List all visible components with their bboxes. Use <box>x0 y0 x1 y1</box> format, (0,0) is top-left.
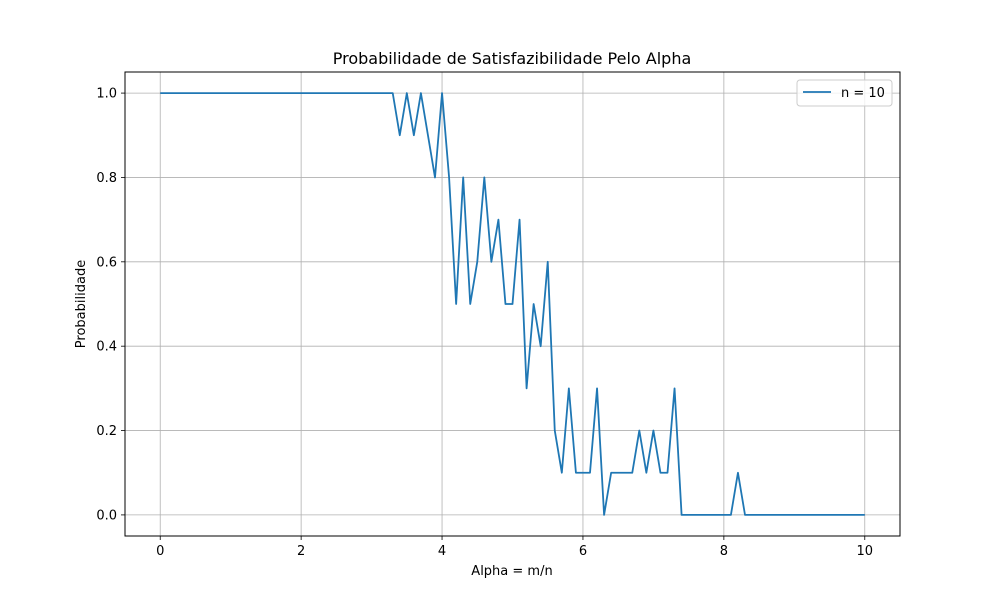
x-tick-label: 0 <box>156 544 164 559</box>
y-axis-label: Probabilidade <box>74 260 89 348</box>
y-tick-label: 0.0 <box>96 508 117 523</box>
y-tick-label: 1.0 <box>96 87 117 102</box>
series-line-n10 <box>160 92 865 516</box>
series-layer <box>160 92 865 516</box>
y-tick-label: 0.8 <box>96 171 117 186</box>
legend-box <box>796 79 893 107</box>
x-tick-label: 2 <box>297 544 305 559</box>
x-tick-label: 6 <box>579 544 587 559</box>
plot-frame <box>124 71 901 537</box>
legend-label-n10: n = 10 <box>841 86 885 101</box>
chart-title: Probabilidade de Satisfazibilidade Pelo … <box>333 49 692 68</box>
x-tick-label: 8 <box>720 544 728 559</box>
x-tick-label: 10 <box>856 544 873 559</box>
legend: n = 10 <box>796 79 893 107</box>
x-axis-label: Alpha = m/n <box>471 564 552 579</box>
y-tick-label: 0.4 <box>96 340 117 355</box>
axis-ticks: 0 2 4 6 8 10 0.0 0.2 0.4 0.6 0.8 1.0 <box>96 87 873 559</box>
x-tick-label: 4 <box>438 544 446 559</box>
y-tick-label: 0.6 <box>96 255 117 270</box>
y-tick-label: 0.2 <box>96 424 117 439</box>
